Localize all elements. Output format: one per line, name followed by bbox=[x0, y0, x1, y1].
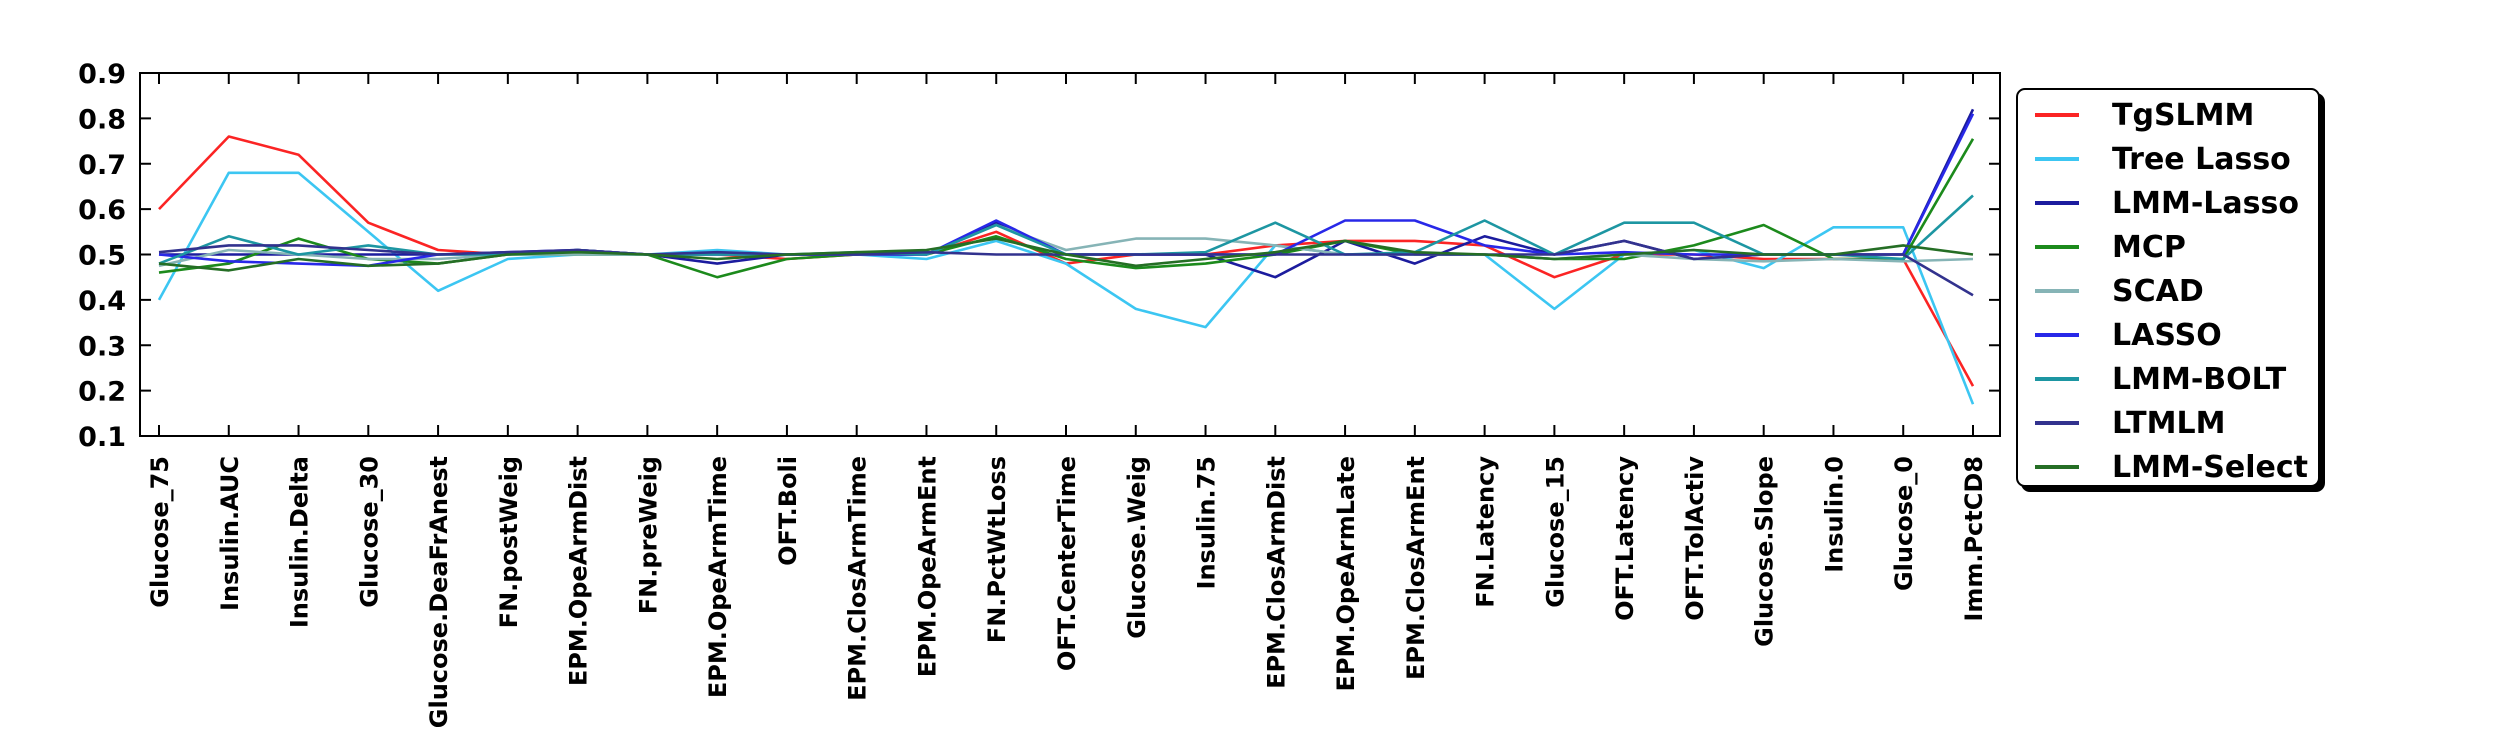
legend-label: MCP bbox=[2112, 229, 2186, 265]
x-tick-label: Glucose_30 bbox=[355, 456, 383, 608]
x-tick-label: Glucose_15 bbox=[1541, 456, 1569, 608]
x-tick-label: FN.Latency bbox=[1472, 456, 1500, 608]
y-tick-label: 0.2 bbox=[78, 377, 126, 408]
y-tick-label: 0.9 bbox=[78, 59, 126, 90]
y-tick-label: 0.7 bbox=[78, 150, 126, 181]
x-tick-label: Glucose.Slope bbox=[1751, 456, 1779, 647]
y-tick-label: 0.1 bbox=[78, 422, 126, 453]
x-tick-label: OFT.CenterTime bbox=[1053, 456, 1081, 671]
series-line-scad bbox=[158, 223, 1974, 268]
x-tick-label: Insulin.0 bbox=[1820, 456, 1848, 573]
series-line-lmm-select bbox=[158, 237, 1974, 272]
y-tick-label: 0.6 bbox=[78, 195, 126, 226]
legend-label: LMM-BOLT bbox=[2112, 361, 2287, 397]
x-tick-label: Glucose.DeaFrAnest bbox=[425, 456, 453, 728]
legend-label: LMM-Select bbox=[2112, 449, 2308, 485]
legend-item-lmm-lasso: LMM-Lasso bbox=[2018, 181, 2318, 225]
x-tick-label: OFT.Boli bbox=[774, 456, 802, 566]
legend-line-swatch bbox=[2035, 289, 2079, 293]
legend-label: LMM-Lasso bbox=[2112, 185, 2299, 221]
legend-item-ltmlm: LTMLM bbox=[2018, 401, 2318, 445]
x-tick-label: Insulin.AUC bbox=[216, 456, 244, 611]
x-tick-label: EPM.OpeArmTime bbox=[704, 456, 732, 698]
legend-label: TgSLMM bbox=[2112, 97, 2255, 133]
x-tick-label: EPM.ClosArmEnt bbox=[1402, 456, 1430, 680]
legend-line-swatch bbox=[2035, 245, 2079, 249]
x-tick-label: EPM.ClosArmDist bbox=[1262, 456, 1290, 689]
legend-line-swatch bbox=[2035, 201, 2079, 205]
legend-line-swatch bbox=[2035, 333, 2079, 337]
legend-item-lasso: LASSO bbox=[2018, 313, 2318, 357]
y-tick-label: 0.5 bbox=[78, 241, 126, 272]
x-tick-label: Glucose_75 bbox=[146, 456, 174, 608]
x-tick-label: OFT.Latency bbox=[1611, 456, 1639, 621]
x-tick-label: FN.PctWtLoss bbox=[983, 456, 1011, 643]
series-line-tree-lasso bbox=[157, 171, 1975, 405]
legend-item-tree-lasso: Tree Lasso bbox=[2018, 137, 2318, 181]
legend-item-mcp: MCP bbox=[2018, 225, 2318, 269]
x-tick-label: Imm.PctCD8 bbox=[1960, 456, 1988, 622]
x-tick-label: OFT.TolActiv bbox=[1681, 456, 1709, 621]
x-tick-label: FN.preWeig bbox=[634, 456, 662, 614]
legend-line-swatch bbox=[2035, 421, 2079, 425]
legend-item-lmm-bolt: LMM-BOLT bbox=[2018, 357, 2318, 401]
y-tick-label: 0.3 bbox=[78, 331, 126, 362]
legend: TgSLMM Tree Lasso LMM-Lasso MCP SCAD LASSO LMM… bbox=[2016, 88, 2320, 487]
legend-line-swatch bbox=[2035, 377, 2079, 381]
legend-item-scad: SCAD bbox=[2018, 269, 2318, 313]
y-tick-label: 0.4 bbox=[78, 286, 126, 317]
legend-item-tgslmm: TgSLMM bbox=[2018, 93, 2318, 137]
x-tick-label: EPM.OpeArmEnt bbox=[913, 456, 941, 677]
legend-label: LTMLM bbox=[2112, 405, 2226, 441]
legend-label: Tree Lasso bbox=[2112, 141, 2291, 177]
legend-line-swatch bbox=[2035, 113, 2079, 117]
x-tick-label: EPM.OpeArmDist bbox=[565, 456, 593, 686]
y-tick-label: 0.8 bbox=[78, 104, 126, 135]
legend-line-swatch bbox=[2035, 157, 2079, 161]
x-tick-label: Glucose_0 bbox=[1890, 456, 1918, 591]
series-line-tgslmm bbox=[158, 135, 1975, 387]
x-tick-label: EPM.OpeArmLate bbox=[1332, 456, 1360, 692]
x-tick-label: Insulin.Delta bbox=[286, 456, 314, 628]
legend-label: LASSO bbox=[2112, 317, 2222, 353]
x-tick-label: Insulin.75 bbox=[1193, 456, 1221, 589]
x-tick-label: EPM.ClosArmTime bbox=[844, 456, 872, 701]
x-tick-label: FN.postWeig bbox=[495, 456, 523, 628]
legend-item-lmm-select: LMM-Select bbox=[2018, 445, 2318, 489]
x-tick-label: Glucose.Weig bbox=[1123, 456, 1151, 639]
legend-label: SCAD bbox=[2112, 273, 2204, 309]
legend-line-swatch bbox=[2035, 465, 2079, 469]
